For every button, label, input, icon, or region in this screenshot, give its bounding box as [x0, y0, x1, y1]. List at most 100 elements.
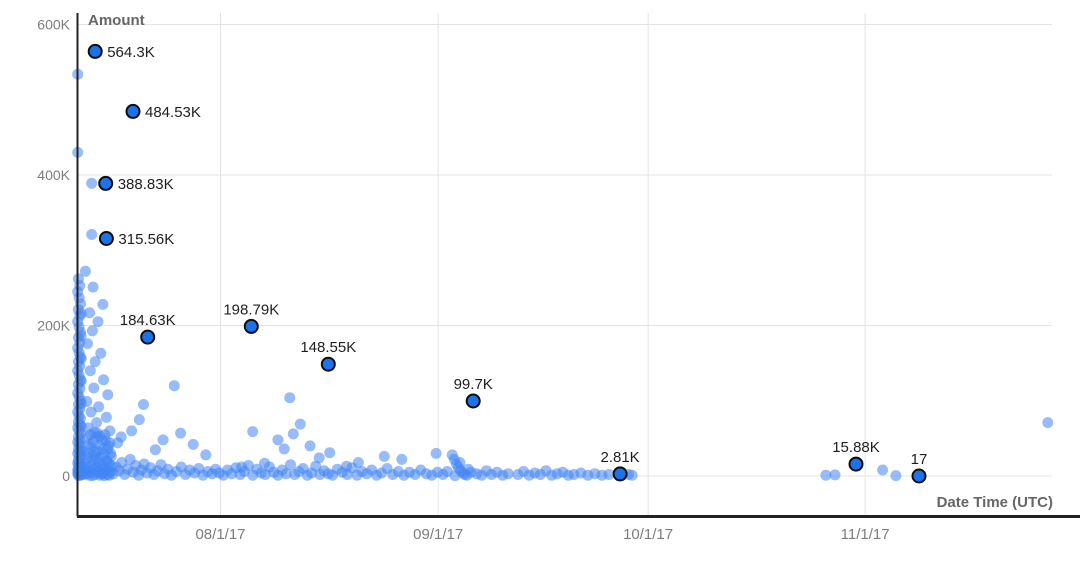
- x-tick-label: 08/1/17: [195, 526, 245, 543]
- scatter-point[interactable]: [86, 177, 98, 189]
- scatter-point[interactable]: [81, 396, 93, 407]
- scatter-point[interactable]: [877, 464, 889, 476]
- scatter-point[interactable]: [86, 325, 98, 337]
- point-value-label: 2.81K: [600, 449, 639, 466]
- scatter-point[interactable]: [86, 470, 98, 482]
- highlighted-point[interactable]: [612, 466, 628, 482]
- scatter-point[interactable]: [454, 457, 466, 468]
- scatter-points-group: [72, 68, 1053, 482]
- gridlines: [77, 13, 1052, 517]
- x-tick-label: 10/1/17: [623, 526, 673, 543]
- scatter-point[interactable]: [200, 449, 212, 461]
- point-value-label: 484.53K: [145, 104, 201, 121]
- scatter-point[interactable]: [284, 392, 296, 404]
- y-tick-label: 200K: [37, 318, 70, 334]
- scatter-point[interactable]: [243, 460, 254, 471]
- scatter-point[interactable]: [133, 414, 145, 426]
- scatter-point[interactable]: [79, 449, 91, 461]
- point-value-label: 17: [911, 451, 928, 468]
- highlighted-point[interactable]: [911, 468, 927, 484]
- scatter-point[interactable]: [324, 447, 336, 459]
- scatter-point[interactable]: [272, 434, 284, 446]
- point-value-label: 99.7K: [454, 376, 493, 393]
- scatter-point[interactable]: [149, 444, 161, 456]
- point-value-label: 184.63K: [120, 312, 176, 329]
- point-value-label: 564.3K: [107, 44, 155, 61]
- y-tick-label: 400K: [37, 167, 70, 183]
- highlighted-point[interactable]: [320, 356, 336, 372]
- scatter-point[interactable]: [95, 347, 107, 359]
- scatter-point[interactable]: [87, 281, 99, 293]
- scatter-point[interactable]: [287, 428, 299, 440]
- y-tick-label: 600K: [37, 17, 70, 33]
- point-value-label: 198.79K: [223, 301, 279, 318]
- scatter-point[interactable]: [278, 443, 290, 455]
- scatter-point[interactable]: [187, 438, 199, 450]
- scatter-point[interactable]: [126, 425, 138, 437]
- scatter-point[interactable]: [138, 399, 149, 410]
- x-tick-label: 11/1/17: [841, 526, 890, 543]
- highlighted-point[interactable]: [125, 103, 141, 119]
- scatter-point[interactable]: [84, 307, 96, 319]
- point-value-label: 15.88K: [832, 439, 880, 456]
- scatter-point[interactable]: [441, 466, 453, 477]
- scatter-point[interactable]: [101, 456, 113, 468]
- x-axis-title: Date Time (UTC): [937, 494, 1053, 511]
- scatter-point[interactable]: [396, 453, 408, 465]
- highlighted-point[interactable]: [98, 175, 114, 191]
- scatter-point[interactable]: [102, 389, 114, 401]
- scatter-point[interactable]: [84, 365, 96, 377]
- scatter-point[interactable]: [1042, 417, 1053, 429]
- scatter-point[interactable]: [93, 401, 105, 413]
- scatter-point[interactable]: [82, 338, 93, 350]
- scatter-point[interactable]: [285, 459, 296, 471]
- point-value-label: 148.55K: [300, 339, 356, 356]
- scatter-point[interactable]: [85, 406, 97, 418]
- highlighted-point[interactable]: [243, 318, 259, 334]
- highlighted-point[interactable]: [98, 231, 114, 246]
- scatter-point[interactable]: [103, 440, 114, 452]
- scatter-point[interactable]: [97, 298, 109, 310]
- scatter-point[interactable]: [86, 229, 98, 240]
- scatter-point[interactable]: [247, 426, 259, 438]
- scatter-point[interactable]: [502, 468, 514, 480]
- scatter-point[interactable]: [430, 447, 442, 459]
- scatter-point[interactable]: [88, 382, 100, 394]
- scatter-point[interactable]: [304, 440, 316, 452]
- scatter-point[interactable]: [378, 450, 390, 462]
- scatter-point[interactable]: [84, 429, 96, 441]
- scatter-point[interactable]: [92, 316, 104, 328]
- highlighted-point[interactable]: [465, 393, 481, 409]
- axis-lines: [76, 13, 1080, 518]
- scatter-point[interactable]: [829, 469, 841, 481]
- scatter-point[interactable]: [88, 446, 100, 458]
- highlighted-point[interactable]: [87, 43, 103, 59]
- scatter-point[interactable]: [294, 418, 306, 430]
- highlighted-points-group: [87, 43, 927, 484]
- scatter-point[interactable]: [79, 265, 91, 277]
- scatter-point[interactable]: [98, 374, 110, 386]
- scatter-point[interactable]: [890, 470, 902, 482]
- scatter-point[interactable]: [313, 452, 325, 464]
- scatter-point[interactable]: [157, 434, 169, 446]
- scatter-point[interactable]: [112, 437, 124, 449]
- scatter-point[interactable]: [603, 469, 615, 480]
- scatter-point[interactable]: [91, 417, 103, 429]
- scatter-point[interactable]: [626, 469, 638, 481]
- tick-labels-group: 0 200K 400K 600K 08/1/17 09/1/17 10/1/17 11/1/1…: [37, 17, 889, 544]
- scatter-point[interactable]: [100, 411, 112, 423]
- scatter-point[interactable]: [175, 427, 187, 439]
- highlighted-point[interactable]: [140, 329, 156, 345]
- scatter-point[interactable]: [168, 380, 180, 392]
- point-value-label: 315.56K: [118, 231, 174, 248]
- point-labels-group: 564.3K 484.53K 388.83K 315.56K 184.63K 198.79…: [107, 44, 927, 468]
- scatter-point[interactable]: [280, 468, 292, 480]
- scatter-point[interactable]: [310, 460, 322, 472]
- highlighted-point[interactable]: [848, 456, 864, 472]
- point-value-label: 388.83K: [118, 176, 174, 193]
- scatter-point[interactable]: [89, 356, 101, 368]
- y-tick-label: 0: [62, 468, 70, 484]
- scatter-point[interactable]: [820, 469, 832, 481]
